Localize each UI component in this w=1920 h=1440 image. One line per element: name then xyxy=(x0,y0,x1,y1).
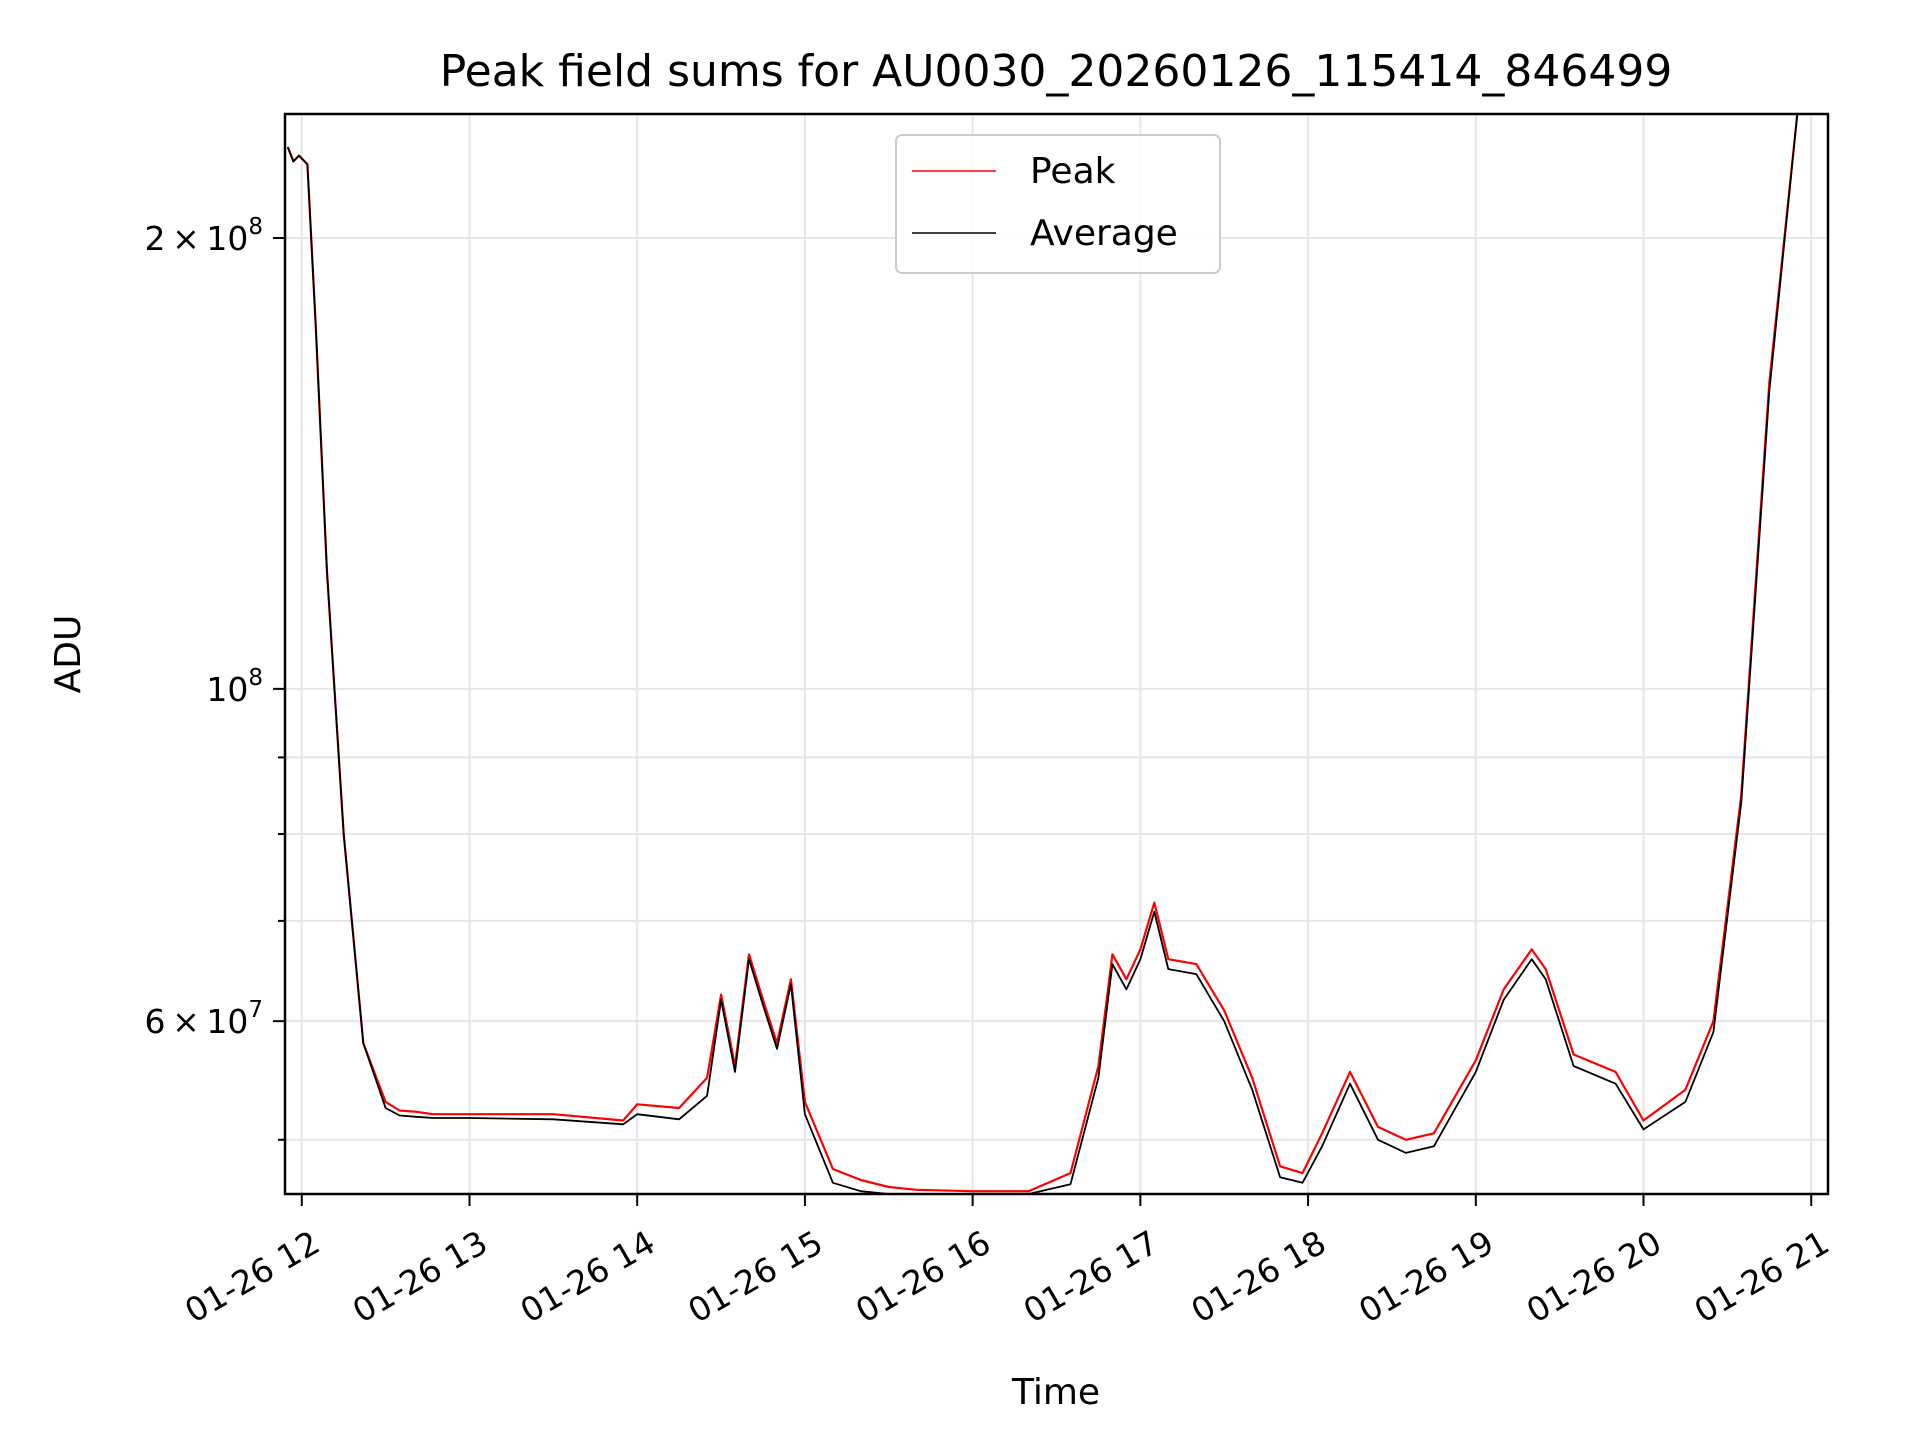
y-tick-label: 2 × 108 xyxy=(145,214,263,258)
series-line-peak xyxy=(286,113,1799,1193)
y-axis-label: ADU xyxy=(48,615,89,694)
legend-peak-label: Peak xyxy=(1030,151,1116,192)
chart-title: Peak field sums for AU0030_20260126_1154… xyxy=(440,46,1673,97)
legend-average-label: Average xyxy=(1030,213,1178,254)
legend: Peak Average xyxy=(895,134,1221,274)
plot-frame xyxy=(283,112,1830,1196)
y-tick-label: 6 × 107 xyxy=(145,997,263,1041)
legend-box xyxy=(895,134,1221,274)
y-tick-label: 108 xyxy=(206,665,263,709)
y-axis: 2 × 108 108 6 × 107 xyxy=(145,214,285,1141)
x-axis-label: Time xyxy=(1011,1372,1100,1413)
